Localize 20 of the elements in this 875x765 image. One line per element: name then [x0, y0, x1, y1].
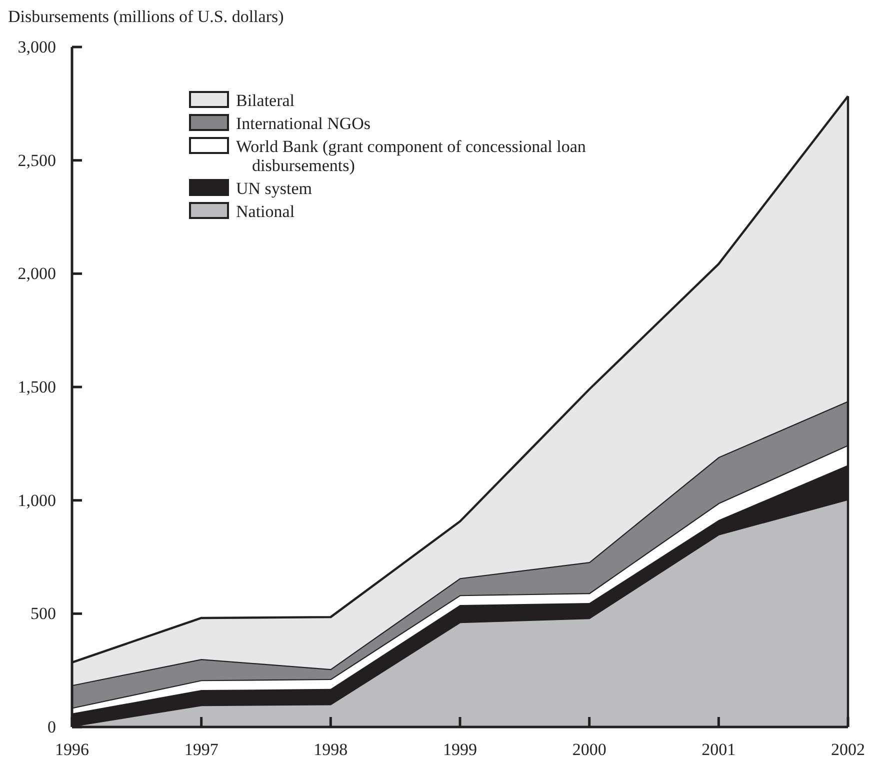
y-tick-label: 500	[30, 604, 56, 624]
y-tick-label: 0	[48, 717, 56, 736]
x-tick-label: 1999	[443, 740, 477, 760]
x-tick-label: 2002	[831, 740, 865, 760]
legend-label: World Bank (grant component of concessional loan disbursements)	[236, 137, 586, 175]
y-axis-title: Disbursements (millions of U.S. dollars)	[8, 7, 284, 26]
x-tick-label: 1996	[55, 740, 89, 760]
x-tick-label: 1997	[184, 740, 219, 760]
y-tick-label: 2,000	[18, 264, 56, 284]
x-tick-label: 1998	[314, 740, 348, 760]
x-tick-label: 2001	[702, 740, 736, 760]
legend-label: Bilateral	[236, 91, 295, 110]
y-tick-label: 2,500	[18, 150, 56, 170]
y-tick-label: 1,500	[18, 377, 56, 396]
y-tick-label: 3,000	[18, 37, 56, 56]
y-tick-label: 1,000	[18, 490, 56, 510]
legend-label: UN system	[236, 179, 312, 198]
legend-label: International NGOs	[236, 114, 371, 133]
x-tick-label: 2000	[572, 740, 606, 760]
legend-label: National	[236, 202, 295, 221]
